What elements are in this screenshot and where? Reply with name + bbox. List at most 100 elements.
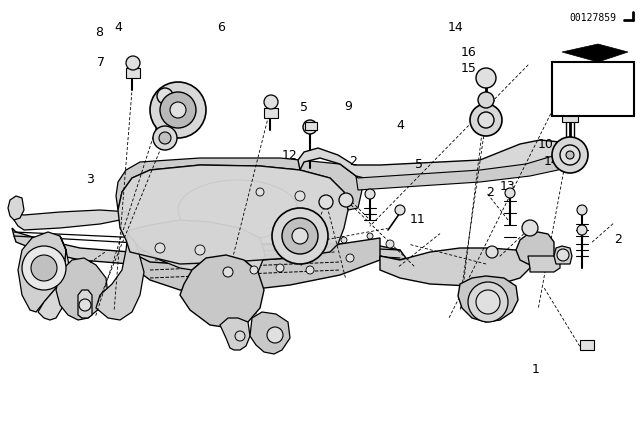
Text: 16: 16 — [461, 46, 477, 60]
Circle shape — [319, 195, 333, 209]
Polygon shape — [130, 238, 380, 292]
Circle shape — [155, 243, 165, 253]
Circle shape — [560, 145, 580, 165]
Bar — [570, 75, 592, 87]
Text: 8: 8 — [95, 26, 102, 39]
Polygon shape — [78, 290, 92, 318]
Polygon shape — [96, 230, 144, 320]
Text: 15: 15 — [461, 61, 477, 75]
Circle shape — [577, 205, 587, 215]
Circle shape — [79, 299, 91, 311]
Text: 3: 3 — [86, 172, 94, 186]
Circle shape — [470, 104, 502, 136]
Circle shape — [365, 189, 375, 199]
Polygon shape — [8, 196, 24, 220]
Text: 5: 5 — [300, 101, 308, 114]
Polygon shape — [56, 258, 108, 320]
Text: 00127859: 00127859 — [570, 13, 616, 23]
Circle shape — [22, 246, 66, 290]
Circle shape — [552, 137, 588, 173]
Circle shape — [195, 245, 205, 255]
Circle shape — [223, 267, 233, 277]
Circle shape — [386, 240, 394, 248]
Text: 14: 14 — [448, 21, 464, 34]
Text: 7: 7 — [97, 56, 105, 69]
Text: 14: 14 — [544, 155, 560, 168]
Bar — [480, 74, 494, 82]
Circle shape — [170, 102, 186, 118]
Polygon shape — [562, 44, 628, 62]
Polygon shape — [180, 255, 264, 328]
Circle shape — [341, 237, 347, 243]
Text: 2: 2 — [349, 155, 356, 168]
Polygon shape — [380, 248, 530, 286]
Circle shape — [566, 151, 574, 159]
Circle shape — [505, 188, 515, 198]
Circle shape — [160, 92, 196, 128]
Circle shape — [276, 264, 284, 272]
Circle shape — [292, 228, 308, 244]
Text: 6: 6 — [218, 21, 225, 34]
Circle shape — [486, 246, 498, 258]
Circle shape — [157, 88, 173, 104]
Circle shape — [306, 266, 314, 274]
Circle shape — [557, 249, 569, 261]
Bar — [264, 108, 278, 118]
Polygon shape — [128, 220, 265, 272]
Polygon shape — [458, 276, 518, 322]
Circle shape — [478, 112, 494, 128]
Text: 4: 4 — [397, 119, 404, 132]
Circle shape — [476, 290, 500, 314]
Circle shape — [235, 331, 245, 341]
Circle shape — [478, 92, 494, 108]
Circle shape — [395, 205, 405, 215]
Polygon shape — [554, 246, 572, 264]
Polygon shape — [516, 232, 554, 266]
Bar — [305, 122, 317, 130]
Bar — [580, 340, 594, 350]
Polygon shape — [298, 140, 572, 182]
Circle shape — [367, 233, 373, 239]
Circle shape — [577, 225, 587, 235]
Text: 11: 11 — [410, 213, 426, 226]
Circle shape — [476, 68, 496, 88]
Polygon shape — [118, 165, 348, 264]
Bar — [552, 62, 634, 116]
Circle shape — [346, 254, 354, 262]
Circle shape — [339, 193, 353, 207]
Text: 4: 4 — [114, 21, 122, 34]
Text: 12: 12 — [282, 149, 298, 163]
Circle shape — [282, 218, 318, 254]
Circle shape — [272, 208, 328, 264]
Circle shape — [31, 255, 57, 281]
Circle shape — [562, 99, 578, 115]
Circle shape — [264, 95, 278, 109]
Circle shape — [468, 282, 508, 322]
Text: 9: 9 — [344, 100, 352, 113]
Bar — [562, 112, 578, 122]
Bar — [126, 68, 140, 78]
Circle shape — [303, 120, 317, 134]
Circle shape — [250, 266, 258, 274]
Text: 1: 1 — [531, 363, 539, 376]
Polygon shape — [12, 228, 406, 264]
Text: 2: 2 — [486, 186, 494, 199]
Text: 10: 10 — [538, 138, 554, 151]
Polygon shape — [250, 312, 290, 354]
Polygon shape — [528, 256, 560, 272]
Text: 5: 5 — [415, 158, 423, 172]
Circle shape — [267, 327, 283, 343]
Polygon shape — [220, 318, 250, 350]
Circle shape — [150, 82, 206, 138]
Polygon shape — [38, 236, 70, 320]
Circle shape — [159, 132, 171, 144]
Polygon shape — [116, 158, 362, 210]
Circle shape — [295, 191, 305, 201]
Polygon shape — [18, 232, 66, 312]
Polygon shape — [356, 148, 572, 190]
Text: 2: 2 — [614, 233, 622, 246]
Text: 13: 13 — [499, 180, 515, 193]
Circle shape — [153, 126, 177, 150]
Polygon shape — [14, 210, 130, 230]
Circle shape — [522, 220, 538, 236]
